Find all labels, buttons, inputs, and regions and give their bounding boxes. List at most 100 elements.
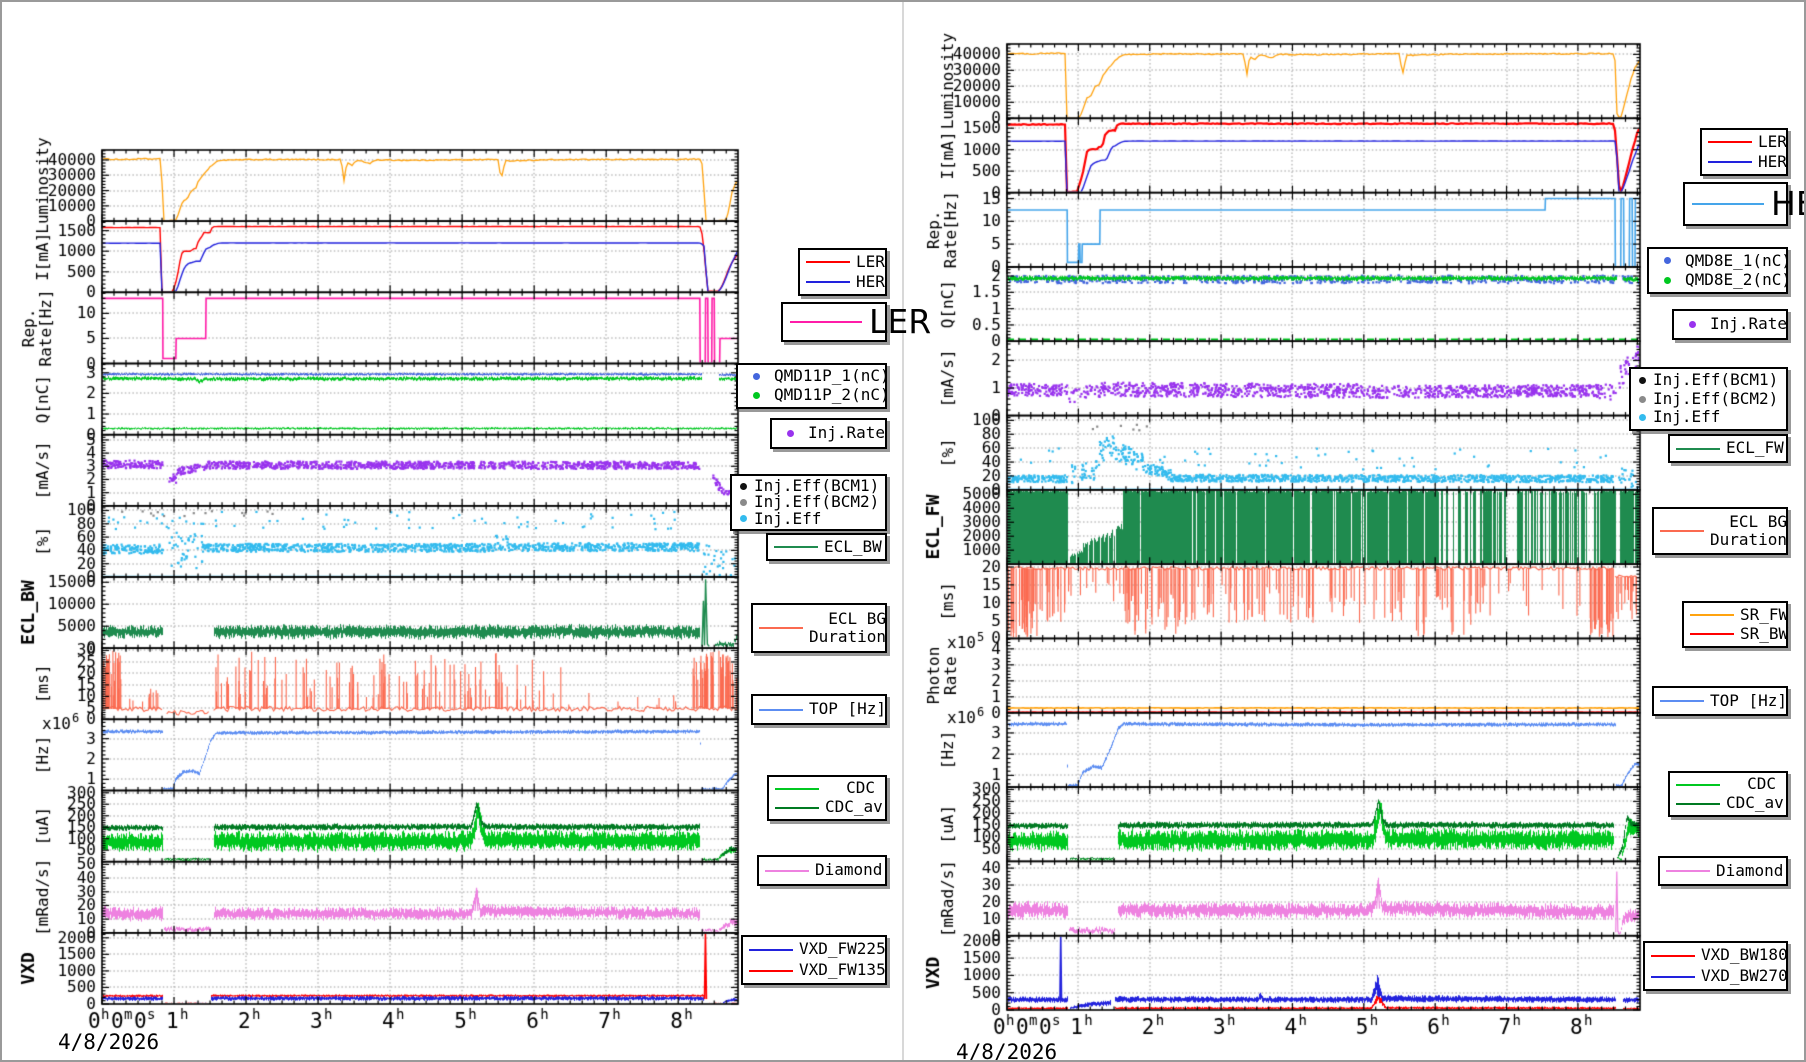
legend-item: VXD_FW135 (743, 960, 886, 981)
legend-box-right-5: ECL_FW (1668, 434, 1788, 463)
legend-dot-swatch-icon (1674, 321, 1710, 328)
legend-item: Inj.Eff(BCM2) (1631, 389, 1786, 409)
legend-item: QMD11P_2(nC) (738, 385, 890, 405)
legend-item: CDC_av (769, 797, 885, 817)
legend-line-swatch-icon (1654, 700, 1710, 702)
legend-item: CDC_av (1670, 793, 1786, 813)
legend-dot-swatch-icon (1631, 395, 1653, 403)
legend-item: ECL BG Duration (753, 607, 886, 649)
legend-dot-swatch-icon (732, 482, 754, 490)
legend-label: HER (1771, 184, 1804, 224)
legend-item: Diamond (1660, 860, 1786, 882)
legend-line-swatch-icon (1702, 141, 1758, 143)
legend-label: QMD11P_2(nC) (774, 385, 890, 405)
legend-line-swatch-icon (1684, 633, 1740, 636)
legend-box-right-3: Inj.Rate (1672, 309, 1788, 340)
legend-item: SR_BW (1684, 624, 1788, 645)
legend-label: VXD_BW180 (1701, 945, 1788, 965)
legend-label: Inj.Eff(BCM1) (754, 475, 880, 495)
legend-dot-swatch-icon (738, 392, 774, 399)
legend-label: LER (856, 251, 885, 271)
legend-box-right-1: HER (1683, 182, 1804, 226)
panel-divider (902, 2, 904, 1060)
legend-box-left-0: LER HER (798, 248, 887, 296)
legend-item: HER (1702, 152, 1787, 172)
legend-box-right-8: TOP [Hz] (1652, 686, 1788, 716)
legend-label: ECL BG Duration (1710, 511, 1788, 549)
legend-line-swatch-icon (769, 787, 825, 790)
legend-label: LER (1758, 131, 1787, 151)
legend-box-right-0: LER HER (1700, 128, 1788, 176)
legend-label: VXD_FW225 (799, 939, 886, 959)
legend-dot-swatch-icon (1631, 414, 1653, 422)
legend-label: ECL BG Duration (809, 608, 887, 646)
legend-label: Inj.Eff(BCM1) (1653, 370, 1779, 390)
legend-item: HER (800, 272, 885, 292)
legend-box-left-8: CDC CDC_av (767, 775, 887, 821)
legend-label: QMD11P_1(nC) (774, 366, 890, 386)
date-label-left: 4/8/2026 (58, 1030, 160, 1054)
legend-label: Diamond (1716, 860, 1784, 880)
legend-item: VXD_BW180 (1645, 945, 1788, 966)
legend-label: SR_FW (1740, 604, 1789, 624)
legend-line-swatch-icon (759, 869, 815, 872)
legend-box-left-4: Inj.Eff(BCM1) Inj.Eff(BCM2) Inj.Eff (730, 474, 887, 531)
legend-item: VXD_BW270 (1645, 966, 1788, 987)
legend-line-swatch-icon (768, 546, 824, 548)
legend-label: Diamond (815, 860, 883, 880)
legend-line-swatch-icon (1670, 802, 1726, 805)
legend-box-right-4: Inj.Eff(BCM1) Inj.Eff(BCM2) Inj.Eff (1629, 367, 1788, 431)
legend-label: CDC_av (825, 797, 883, 817)
legend-item: ECL_BW (768, 537, 885, 557)
legend-item: ECL BG Duration (1654, 511, 1787, 551)
legend-box-left-10: VXD_FW225 VXD_FW135 (741, 935, 887, 985)
legend-label: TOP [Hz] (809, 699, 887, 719)
legend-line-swatch-icon (1660, 870, 1716, 872)
legend-item: LER (783, 303, 931, 340)
legend-item: CDC (769, 778, 885, 798)
legend-dot-swatch-icon (1649, 276, 1685, 284)
legend-line-swatch-icon (1645, 975, 1701, 978)
legend-line-swatch-icon (1670, 447, 1726, 450)
legend-item: ECL_FW (1670, 438, 1786, 459)
legend-box-right-11: VXD_BW180 VXD_BW270 (1643, 941, 1788, 991)
legend-label: ECL_FW (1726, 438, 1784, 458)
legend-label: Inj.Eff(BCM2) (754, 492, 880, 512)
legend-item: QMD8E_2(nC) (1649, 270, 1791, 291)
legend-label: LER (869, 302, 932, 342)
legend-line-swatch-icon (1670, 783, 1726, 786)
legend-box-right-9: CDC CDC_av (1668, 771, 1788, 817)
legend-line-swatch-icon (783, 321, 869, 323)
legend-item: CDC (1670, 774, 1786, 794)
legend-item: HER (1685, 185, 1804, 222)
date-label-right: 4/8/2026 (956, 1040, 1058, 1062)
legend-label: CDC (1747, 774, 1776, 794)
legend-line-swatch-icon (1684, 613, 1740, 616)
legend-dot-swatch-icon (738, 373, 774, 380)
legend-label: Inj.Eff (1653, 407, 1721, 427)
legend-label: SR_BW (1740, 624, 1789, 644)
legend-line-swatch-icon (743, 948, 799, 951)
legend-line-swatch-icon (753, 627, 809, 629)
legend-box-left-2: QMD11P_1(nC) QMD11P_2(nC) (736, 363, 890, 409)
legend-box-left-7: TOP [Hz] (751, 694, 887, 725)
legend-box-right-6: ECL BG Duration (1652, 507, 1788, 555)
legend-label: Inj.Rate (1710, 314, 1788, 334)
legend-item: Inj.Eff(BCM1) (732, 475, 885, 495)
legend-line-swatch-icon (1654, 530, 1710, 532)
legend-line-swatch-icon (1702, 161, 1758, 163)
legend-item: VXD_FW225 (743, 939, 886, 960)
legend-line-swatch-icon (753, 708, 809, 711)
legend-box-left-5: ECL_BW (766, 533, 887, 561)
legend-label: CDC_av (1726, 793, 1784, 813)
legend-box-right-10: Diamond (1658, 856, 1788, 886)
legend-label: HER (1758, 151, 1787, 171)
legend-label: CDC (846, 778, 875, 798)
legend-item: Inj.Eff(BCM1) (1631, 370, 1786, 390)
legend-label: TOP [Hz] (1710, 690, 1788, 710)
legend-dot-swatch-icon (732, 498, 754, 506)
legend-item: QMD11P_1(nC) (738, 366, 890, 386)
legend-item: Inj.Eff (732, 509, 885, 528)
legend-item: SR_FW (1684, 605, 1788, 625)
